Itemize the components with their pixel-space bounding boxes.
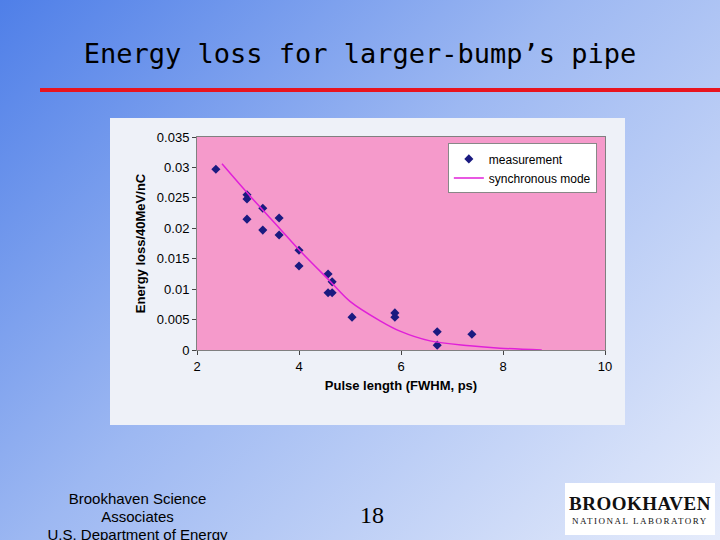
html-text:18: 18 [360, 502, 384, 528]
html-text:BROOKHAVEN: BROOKHAVEN [569, 493, 711, 514]
html-text:Energy loss for larger-bump’s: Energy loss for larger-bump’s pipe [83, 38, 637, 69]
svg-text:6: 6 [397, 359, 404, 374]
svg-text:0.025: 0.025 [157, 190, 190, 205]
svg-text:0.035: 0.035 [157, 130, 190, 145]
html-text:Brookhaven Science: Brookhaven Science [68, 490, 207, 507]
svg-text:0.005: 0.005 [157, 312, 190, 327]
svg-text:0.01: 0.01 [164, 282, 189, 297]
svg-text:0.03: 0.03 [164, 160, 189, 175]
svg-text:2: 2 [193, 359, 200, 374]
html-text:NATIONAL LABORATORY: NATIONAL LABORATORY [572, 516, 708, 526]
svg-text:8: 8 [499, 359, 506, 374]
svg-text:Pulse length (FWHM, ps): Pulse length (FWHM, ps) [325, 378, 477, 393]
svg-text:measurement: measurement [489, 153, 563, 167]
svg-text:0.02: 0.02 [164, 221, 189, 236]
svg-text:Energy loss/40MeV/nC: Energy loss/40MeV/nC [133, 173, 148, 313]
svg-text:synchronous mode: synchronous mode [489, 172, 591, 186]
svg-text:0: 0 [182, 343, 189, 358]
svg-text:4: 4 [295, 359, 302, 374]
svg-text:0.015: 0.015 [157, 251, 190, 266]
html-text:Associates: Associates [101, 508, 174, 525]
svg-text:10: 10 [598, 359, 612, 374]
